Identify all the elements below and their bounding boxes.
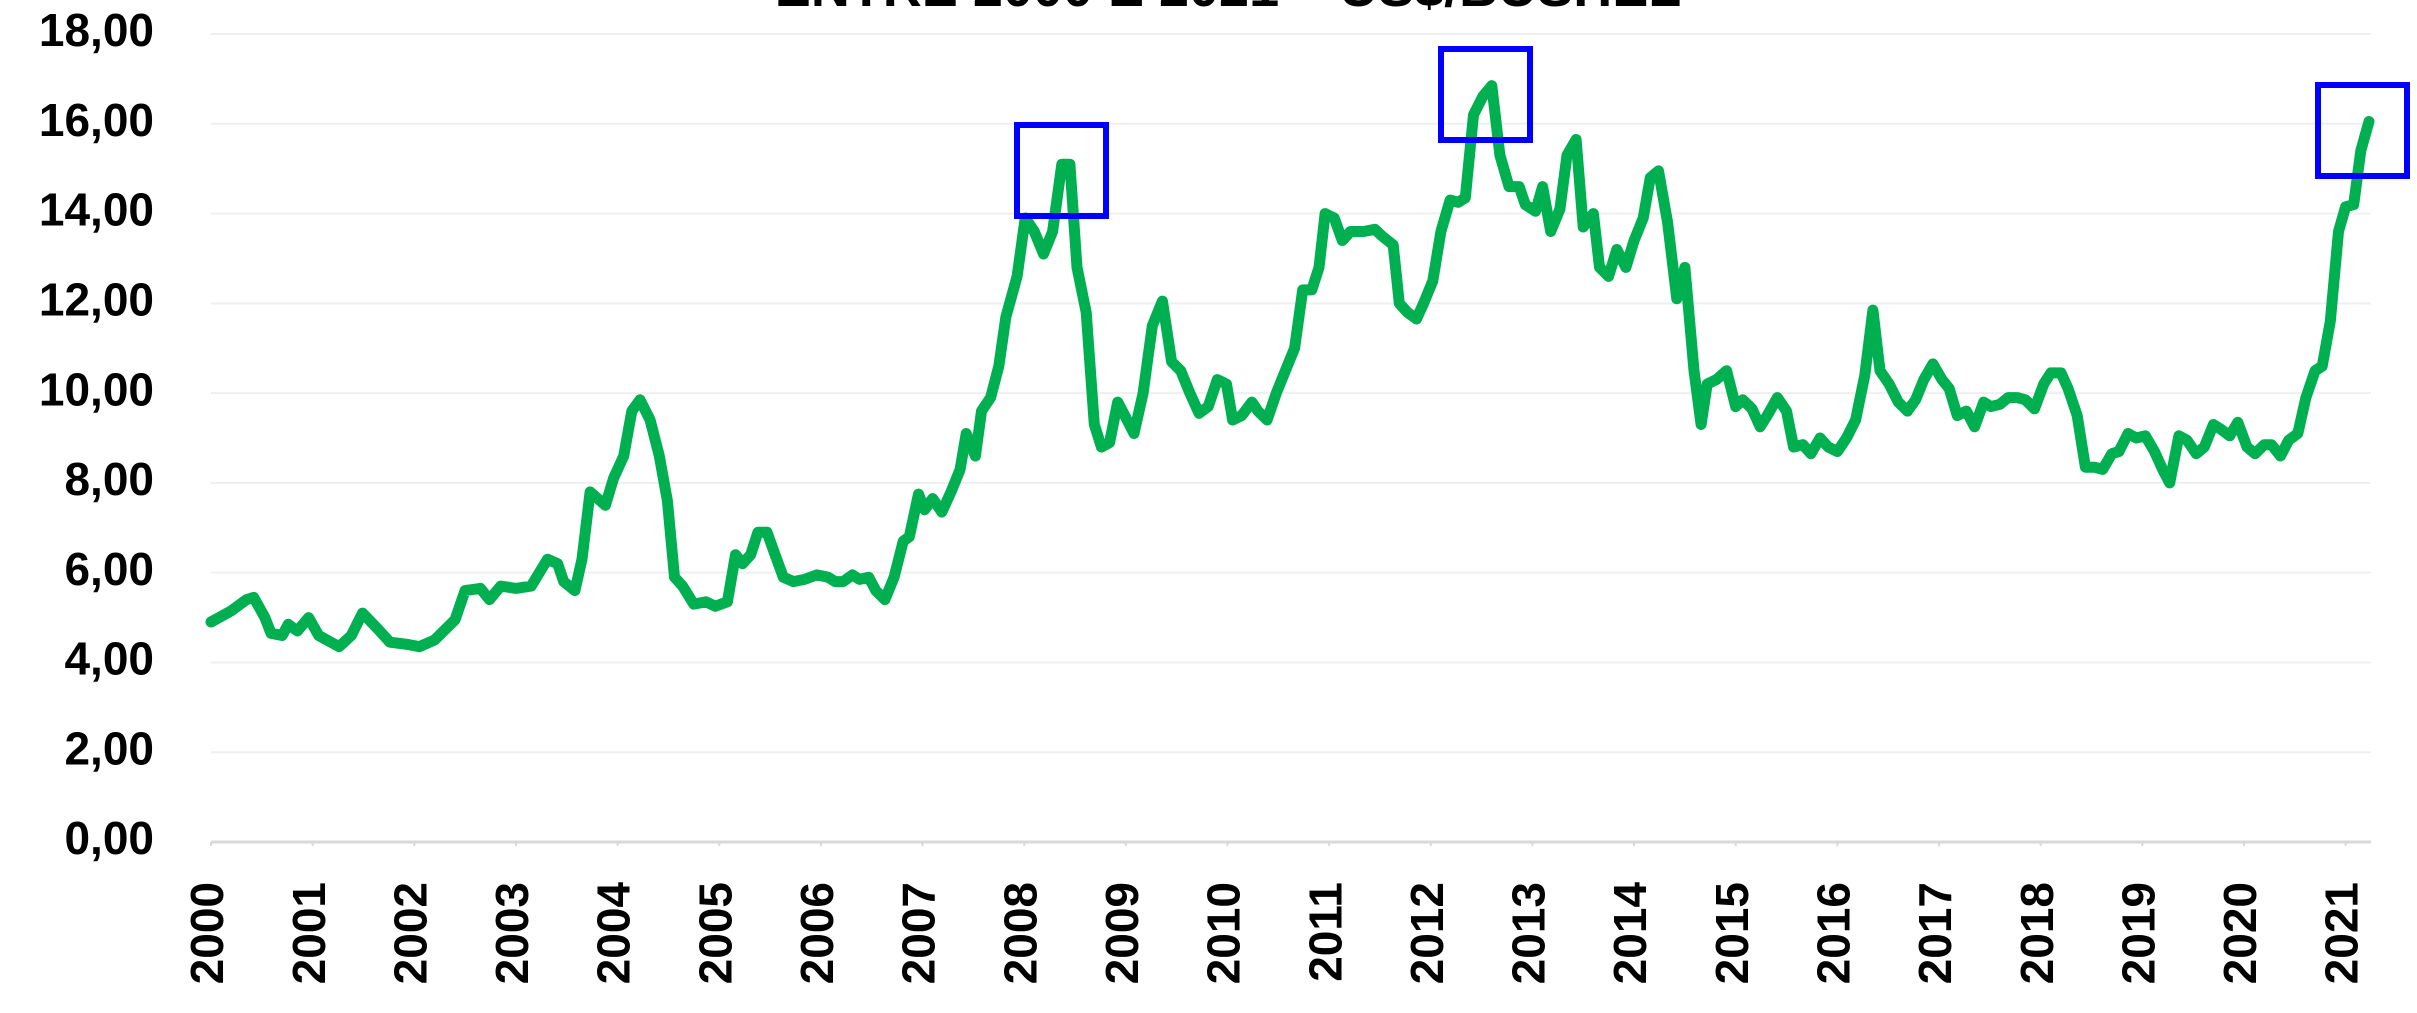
plot [205, 80, 2375, 653]
y-tick-label: 12,00 [39, 273, 154, 325]
x-tick-label: 2019 [2112, 882, 2164, 984]
y-tick-label: 16,00 [39, 94, 154, 146]
y-tick-label: 18,00 [39, 4, 154, 56]
x-tick-label: 2007 [893, 882, 945, 984]
x-tick-label: 2009 [1096, 882, 1148, 984]
highlight-box [1438, 46, 1533, 143]
grid [210, 33, 2371, 846]
y-tick-label: 2,00 [64, 722, 154, 774]
x-tick-label: 2014 [1604, 882, 1656, 985]
chart-title: ENTRE 2000 E 2021 – US$/BUSHEL [775, 0, 1681, 18]
y-tick-label: 14,00 [39, 184, 154, 236]
x-tick-label: 2020 [2214, 882, 2266, 984]
x-tick-label: 2016 [1808, 882, 1860, 984]
y-tick-label: 6,00 [64, 543, 154, 595]
highlight-box [2315, 82, 2410, 179]
x-tick-label: 2002 [384, 882, 436, 984]
x-tick-label: 2018 [2011, 882, 2063, 984]
x-tick-label: 2005 [689, 882, 741, 984]
y-tick-label: 4,00 [64, 633, 154, 685]
x-tick-label: 2010 [1198, 882, 1250, 984]
highlight-boxes [1014, 46, 2410, 219]
x-tick-label: 2013 [1503, 882, 1555, 984]
x-tick-label: 2021 [2316, 882, 2368, 984]
x-tick-label: 2000 [181, 882, 233, 984]
y-tick-label: 8,00 [64, 453, 154, 505]
y-tick-label: 0,00 [64, 812, 154, 864]
x-tick-label: 2017 [1909, 882, 1961, 984]
x-tick-label: 2004 [588, 882, 640, 985]
x-tick-label: 2001 [283, 882, 335, 984]
line-series [205, 80, 2375, 653]
x-tick-label: 2012 [1401, 882, 1453, 984]
x-tick-label: 2015 [1706, 882, 1758, 984]
x-tick-label: 2011 [1299, 882, 1351, 982]
x-tick-label: 2006 [791, 882, 843, 984]
x-tick-label: 2003 [486, 882, 538, 984]
y-tick-label: 10,00 [39, 363, 154, 415]
x-tick-label: 2008 [994, 882, 1046, 984]
highlight-box [1014, 122, 1109, 219]
